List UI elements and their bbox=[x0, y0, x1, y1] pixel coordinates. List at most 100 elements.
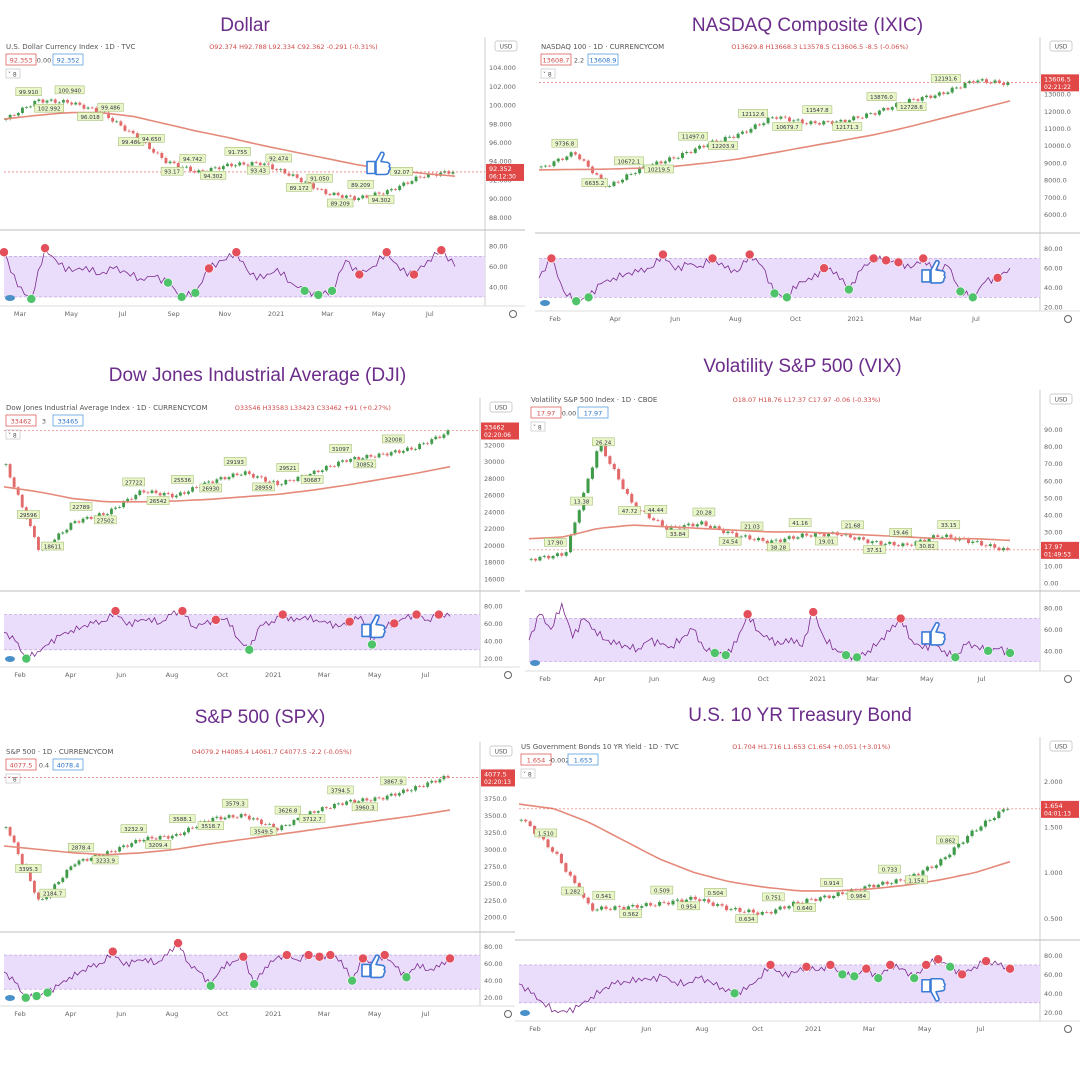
candle-body bbox=[12, 114, 16, 116]
chart-header-ohlc: O13629.8 H13668.3 L13578.5 C13606.5 -8.5… bbox=[731, 43, 908, 51]
price-axis-tick-label: 11000.0 bbox=[1044, 125, 1071, 133]
candle-body bbox=[170, 493, 174, 498]
indicator-toggle-button bbox=[5, 773, 21, 784]
candle-body bbox=[743, 535, 747, 537]
rsi-oversold-marker bbox=[327, 286, 337, 296]
settings-gear-icon[interactable] bbox=[1064, 675, 1072, 683]
candle-body bbox=[843, 119, 847, 122]
candle-body bbox=[974, 830, 979, 832]
rsi-axis-tick-label: 40.00 bbox=[1044, 990, 1063, 998]
pivot-label bbox=[77, 112, 104, 121]
candle-body bbox=[655, 161, 659, 165]
candle-body bbox=[934, 865, 938, 868]
candle-body bbox=[680, 153, 684, 158]
candle-body bbox=[150, 490, 154, 493]
candle-body bbox=[361, 458, 365, 460]
candle-body bbox=[150, 836, 154, 839]
candle-body bbox=[389, 452, 393, 456]
candle-body bbox=[616, 181, 620, 183]
indicator-toggle-button bbox=[530, 421, 546, 432]
time-axis-tick-label: 2021 bbox=[810, 675, 827, 683]
pivot-label bbox=[735, 914, 758, 923]
chart-panel-nasdaq[interactable]: NASDAQ 100 · 1D · CURRENCYCOM O13629.8 H1… bbox=[535, 37, 1080, 327]
candle-body bbox=[1006, 548, 1010, 550]
candle-body bbox=[573, 522, 577, 535]
candle-body bbox=[284, 825, 288, 826]
last-price-badge-value: 17.97 bbox=[1044, 543, 1063, 551]
price-axis-tick-label: 40.00 bbox=[1044, 511, 1063, 519]
pivot-label bbox=[936, 835, 959, 845]
candle-body bbox=[57, 102, 61, 104]
indicator-toggle-label: ˅ 8 bbox=[8, 433, 17, 440]
candle-body bbox=[923, 539, 927, 542]
candle-body bbox=[740, 131, 744, 134]
pivot-label-value: 3626.8 bbox=[278, 809, 298, 815]
price-axis-tick-label: 96.000 bbox=[489, 139, 512, 147]
settings-gear-icon[interactable] bbox=[504, 1010, 512, 1018]
candle-body bbox=[390, 189, 393, 191]
candle-body bbox=[8, 114, 12, 120]
candle-body bbox=[774, 909, 778, 914]
time-axis-tick-label: Oct bbox=[790, 315, 802, 323]
last-price-badge-time: 04:01:13 bbox=[1044, 810, 1071, 817]
candle-body bbox=[568, 871, 572, 876]
candle-body bbox=[770, 540, 774, 544]
candle-body bbox=[215, 816, 219, 818]
pivot-label-value: 33.84 bbox=[670, 532, 686, 538]
chart-panel-dji[interactable]: Dow Jones Industrial Average Index · 1D … bbox=[0, 398, 520, 683]
candle-body bbox=[949, 534, 953, 538]
candle-body bbox=[538, 556, 542, 561]
candle-body bbox=[394, 189, 397, 191]
candle-body bbox=[869, 113, 873, 115]
settings-gear-icon[interactable] bbox=[504, 671, 512, 679]
candle-body bbox=[711, 902, 715, 906]
settings-gear-icon[interactable] bbox=[1064, 315, 1072, 323]
candle-body bbox=[972, 81, 976, 83]
candle-body bbox=[146, 492, 150, 494]
candle-body bbox=[809, 121, 813, 125]
time-axis-tick-label: May bbox=[368, 671, 382, 679]
pivot-label-value: 21.03 bbox=[744, 525, 760, 531]
candle-body bbox=[243, 471, 247, 475]
price-box-buy-value: 4078.4 bbox=[57, 762, 80, 770]
time-axis-tick-label: Aug bbox=[702, 675, 715, 683]
currency-label: USD bbox=[1055, 44, 1068, 51]
chart-panel-vix[interactable]: Volatility S&P 500 Index · 1D · CBOE O18.… bbox=[525, 390, 1080, 687]
candle-body bbox=[111, 118, 115, 122]
candle-body bbox=[434, 436, 438, 440]
candle-body bbox=[805, 898, 809, 903]
candle-body bbox=[344, 195, 348, 198]
rsi-band bbox=[4, 614, 480, 650]
candle-body bbox=[292, 480, 296, 482]
candle-body bbox=[101, 513, 105, 515]
candle-body bbox=[689, 896, 693, 900]
price-box-buy-value: 13608.9 bbox=[590, 57, 617, 65]
pivot-label bbox=[300, 475, 324, 484]
pivot-label-value: 0.862 bbox=[940, 838, 956, 844]
chart-panel-spx[interactable]: S&P 500 · 1D · CURRENCYCOM O4079.2 H4085.… bbox=[0, 742, 520, 1022]
candle-body bbox=[783, 906, 787, 909]
candle-body bbox=[28, 870, 32, 881]
chart-panel-tnx[interactable]: US Government Bonds 10 YR Yield · 1D · T… bbox=[515, 737, 1080, 1037]
candle-body bbox=[925, 866, 929, 871]
candle-body bbox=[8, 827, 12, 836]
currency-button bbox=[1049, 40, 1073, 52]
candle-body bbox=[191, 487, 194, 492]
candle-body bbox=[135, 133, 139, 140]
candle-body bbox=[546, 839, 550, 848]
candle-body bbox=[957, 843, 961, 848]
pivot-label-value: 0.504 bbox=[708, 891, 724, 897]
candle-body bbox=[97, 513, 101, 517]
price-axis-tick-label: 94.000 bbox=[489, 158, 512, 166]
candle-body bbox=[12, 477, 16, 488]
rsi-overbought-marker bbox=[277, 609, 288, 620]
candle-body bbox=[176, 163, 180, 168]
candle-body bbox=[365, 195, 369, 198]
settings-gear-icon[interactable] bbox=[509, 310, 517, 318]
settings-gear-icon[interactable] bbox=[1064, 1025, 1072, 1033]
candle-body bbox=[984, 79, 988, 83]
chart-panel-dollar[interactable]: U.S. Dollar Currency Index · 1D · TVC O92… bbox=[0, 37, 525, 322]
pivot-label-value: 0.954 bbox=[681, 904, 697, 910]
candle-body bbox=[365, 798, 369, 801]
thumbs-up-icon bbox=[361, 614, 386, 639]
